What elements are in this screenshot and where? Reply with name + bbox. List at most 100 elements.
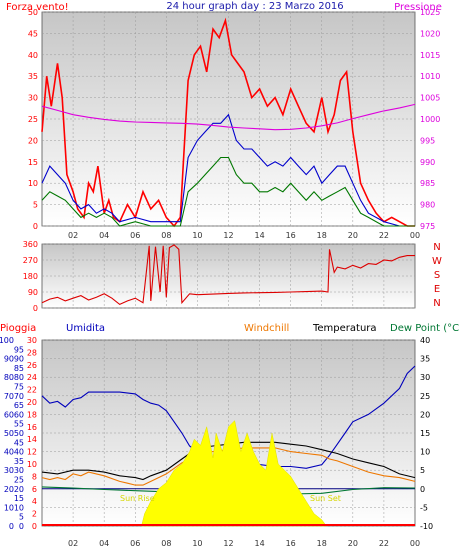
x-tick-label: 12: [223, 231, 233, 240]
x-tick-label: 04: [99, 539, 109, 548]
humidity-y-tick: 90: [4, 355, 14, 364]
scale-y-tick: 45: [14, 438, 24, 447]
scale-y-tick: 15: [14, 494, 24, 503]
x-tick-label: 02: [68, 231, 78, 240]
x-tick-label: 14: [254, 539, 264, 548]
rain-y-tick: 26: [27, 361, 37, 370]
humidity-y-tick: 80: [4, 373, 14, 382]
x-tick-label: 06: [130, 539, 140, 548]
pressure-series-line: [41, 103, 416, 131]
rain-y-tick: 2: [32, 510, 37, 519]
pressure-y-tick: 1010: [420, 72, 440, 81]
wind-y-tick: 15: [28, 158, 38, 167]
windchill-legend: Windchill: [244, 323, 289, 334]
scale-y-tick: 70: [14, 392, 24, 401]
temperature-y-tick: 35: [420, 355, 430, 364]
sunrise-label: Sun Rise: [120, 494, 155, 503]
direction-y-ticks: 0 90 180 270 360: [23, 240, 38, 313]
scale-y-tick: 5: [19, 513, 24, 522]
x-tick-label: 18: [317, 231, 327, 240]
pressure-y-tick: 985: [420, 179, 435, 188]
x-tick-label: 14: [254, 231, 264, 240]
x-tick-label: 02: [68, 539, 78, 548]
x-tick-label: 04: [99, 231, 109, 240]
chart-title: 24 hour graph day : 23 Marzo 2016: [166, 1, 343, 12]
temperature-series-line: [41, 441, 416, 481]
temperature-y-tick: -10: [420, 522, 433, 531]
scale-y-tick: 55: [14, 420, 24, 429]
scale-y-tick: 25: [14, 476, 24, 485]
rain-y-tick: 22: [27, 386, 37, 395]
wind-y-tick: 35: [28, 72, 38, 81]
direction-y-tick: 180: [23, 272, 38, 281]
scale-y-tick: 95: [14, 345, 24, 354]
rain-y-tick: 28: [27, 348, 37, 357]
humidity-y-tick: 0: [9, 522, 14, 531]
rain-y-tick: 4: [32, 497, 37, 506]
rain-y-tick: 6: [32, 485, 37, 494]
dewpoint-legend: Dew Point (°C: [390, 323, 459, 334]
humidity-y-tick: 20: [4, 485, 14, 494]
cardinal-label: N: [433, 242, 440, 253]
x-tick-label: 20: [348, 231, 358, 240]
solar-area: [141, 420, 327, 527]
cardinal-label: S: [434, 270, 440, 281]
wind-y-tick: 20: [28, 136, 38, 145]
scale-y-tick: 75: [14, 383, 24, 392]
pressure-y-tick: 990: [420, 158, 435, 167]
x-tick-label: 08: [161, 539, 171, 548]
wind-y-tick: 5: [33, 201, 38, 210]
temperature-y-tick: 0: [420, 485, 425, 494]
scale-y-tick: 85: [14, 364, 24, 373]
x-tick-label: 00: [410, 231, 420, 240]
rain-legend: Pioggia: [0, 323, 36, 334]
rain-y-tick: 24: [27, 373, 37, 382]
scale-y-tick: 20: [14, 485, 24, 494]
temperature-y-tick: 25: [420, 392, 430, 401]
direction-y-tick: 270: [23, 256, 38, 265]
temperature-y-tick: 10: [420, 448, 430, 457]
direction-series-line: [41, 244, 415, 306]
scale-y-tick: 0: [19, 522, 24, 531]
cardinal-label: E: [434, 284, 440, 295]
x-tick-label: 16: [286, 539, 296, 548]
pressure-y-tick: 1005: [420, 94, 440, 103]
cardinal-label: N: [433, 298, 440, 309]
x-tick-label: 00: [410, 539, 420, 548]
humidity-y-tick: 50: [4, 429, 14, 438]
temperature-y-tick: 40: [420, 336, 430, 345]
scale-y-tick: 90: [14, 355, 24, 364]
temperature-y-tick: 5: [420, 466, 425, 475]
temperature-y-tick: 20: [420, 410, 430, 419]
humidity-y-tick: 30: [4, 466, 14, 475]
x-tick-label: 20: [348, 539, 358, 548]
x-tick-label: 10: [192, 539, 202, 548]
temperature-y-tick: 15: [420, 429, 430, 438]
wind-y-tick: 40: [28, 51, 38, 60]
x-tick-label: 16: [286, 231, 296, 240]
x-tick-label: 18: [317, 539, 327, 548]
direction-gridlines: [42, 243, 415, 309]
direction-y-tick: 90: [28, 288, 38, 297]
x-tick-label: 22: [379, 231, 389, 240]
sunset-label: Sun Set: [310, 494, 341, 503]
direction-y-tick: 360: [23, 240, 38, 249]
scale-y-tick: 30: [14, 466, 24, 475]
scale-y-tick: 10: [14, 503, 24, 512]
rain-y-tick: 18: [27, 410, 37, 419]
pressure-y-tick: 1020: [420, 29, 440, 38]
temperature-y-tick: -5: [420, 503, 428, 512]
rain-y-tick: 20: [27, 398, 37, 407]
rain-y-tick: 8: [32, 472, 37, 481]
humidity-y-tick: 40: [4, 448, 14, 457]
rain-y-tick: 10: [27, 460, 37, 469]
x-tick-label: 06: [130, 231, 140, 240]
wind-y-tick: 0: [33, 222, 38, 231]
rain-y-tick: 14: [27, 435, 37, 444]
humidity-legend: Umidita: [66, 323, 105, 334]
wind-series: [41, 17, 416, 228]
cardinal-label: W: [432, 256, 442, 267]
pressure-y-tick: 975: [420, 222, 435, 231]
